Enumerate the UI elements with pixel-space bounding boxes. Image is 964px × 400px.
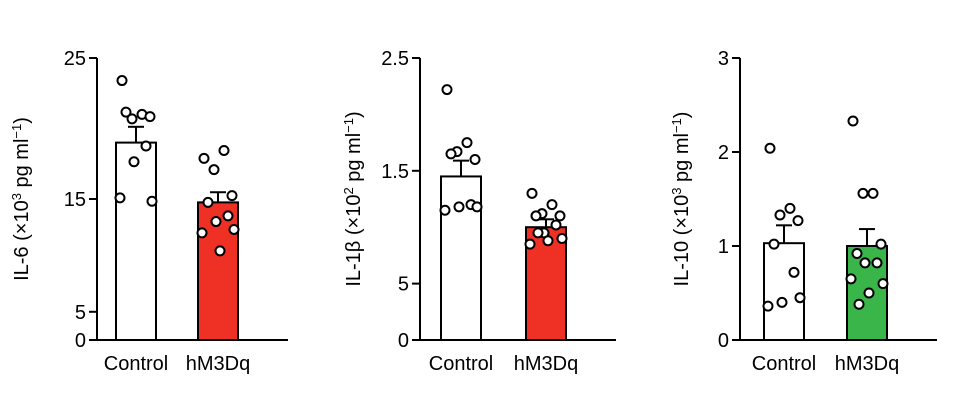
il1b-point-hm3dq xyxy=(554,210,566,222)
il1b-category-label: Control xyxy=(429,353,493,375)
il10-point-control xyxy=(788,266,800,278)
il6-point-control xyxy=(140,140,152,152)
il6-point-hm3dq xyxy=(222,210,234,222)
il1b-point-control xyxy=(471,201,483,213)
il10-category-label: hM3Dq xyxy=(835,353,899,375)
il6-point-control xyxy=(128,156,140,168)
il10-point-hm3dq xyxy=(859,257,871,269)
il6-y-tick-label: 25 xyxy=(64,48,86,70)
il10-point-hm3dq xyxy=(867,187,879,199)
il10-y-tick-label: 2 xyxy=(718,142,729,164)
il6-point-hm3dq xyxy=(226,190,238,202)
il10-point-hm3dq xyxy=(851,248,863,260)
il6-point-hm3dq xyxy=(198,152,210,164)
il10-y-tick-label: 0 xyxy=(718,330,729,352)
il10-point-control xyxy=(792,215,804,227)
il1b-point-hm3dq xyxy=(530,210,542,222)
il10-point-control xyxy=(776,296,788,308)
il6-point-hm3dq xyxy=(202,196,214,208)
il6-point-control xyxy=(146,195,158,207)
il10-bar-control xyxy=(763,242,805,341)
il6-point-hm3dq xyxy=(208,164,220,176)
il6-point-hm3dq xyxy=(218,144,230,156)
il10-point-control xyxy=(794,292,806,304)
il10-y-tick-label: 3 xyxy=(718,48,729,70)
il6-point-control xyxy=(120,106,132,118)
il10-point-hm3dq xyxy=(845,273,857,285)
il6-point-hm3dq xyxy=(196,227,208,239)
il1b-point-hm3dq xyxy=(524,238,536,250)
il1b-point-hm3dq xyxy=(556,232,568,244)
il10-panel: Control hM3Dq 0 1 2 3 IL-10 (×103 pg ml−1) xyxy=(669,48,937,375)
il6-bar-control xyxy=(115,141,157,341)
il10-y-axis-label: IL-10 (×103 pg ml−1) xyxy=(669,112,694,287)
il1b-point-hm3dq xyxy=(546,199,558,211)
il1b-category-label: hM3Dq xyxy=(514,353,578,375)
il6-point-hm3dq xyxy=(210,216,222,228)
il6-y-tick-label: 5 xyxy=(75,302,86,324)
il1b-point-control xyxy=(469,154,481,166)
il10-point-hm3dq xyxy=(857,187,869,199)
il10-y-tick-label: 1 xyxy=(718,236,729,258)
il1b-panel: Control hM3Dq 0 5 1.5 2.5 IL-1β (×102 pg ml−1) xyxy=(341,48,616,375)
il10-point-control xyxy=(784,202,796,214)
il6-point-control xyxy=(114,192,126,204)
il1b-y-tick-label: 2.5 xyxy=(381,48,409,70)
il1b-y-tick-label: 5 xyxy=(398,274,409,296)
il6-y-tick-label: 15 xyxy=(64,189,86,211)
il1b-y-tick-label: 1.5 xyxy=(381,161,409,183)
il10-point-hm3dq xyxy=(863,287,875,299)
il1b-point-hm3dq xyxy=(532,227,544,239)
il1b-point-hm3dq xyxy=(526,187,538,199)
il10-point-control xyxy=(764,142,776,154)
il6-point-control xyxy=(144,111,156,123)
il1b-point-control xyxy=(445,148,457,160)
il1b-point-control xyxy=(441,84,453,96)
il10-point-control xyxy=(762,300,774,312)
il6-category-label: Control xyxy=(104,353,168,375)
il10-point-hm3dq xyxy=(847,115,859,127)
il10-point-hm3dq xyxy=(853,298,865,310)
il6-point-hm3dq xyxy=(228,223,240,235)
il1b-point-control xyxy=(439,204,451,216)
il10-point-hm3dq xyxy=(875,238,887,250)
il1b-point-control xyxy=(461,137,473,149)
il6-point-control xyxy=(126,113,138,125)
il6-panel: Control hM3Dq 0 5 15 25 IL-6 (×103 pg ml−1) xyxy=(9,48,288,375)
il10-point-control xyxy=(774,209,786,221)
il1b-y-tick-label: 0 xyxy=(398,330,409,352)
il6-y-tick-label: 0 xyxy=(75,330,86,352)
il6-y-axis-label: IL-6 (×103 pg ml−1) xyxy=(9,117,34,281)
il1b-point-control xyxy=(453,201,465,213)
il10-point-hm3dq xyxy=(871,257,883,269)
il10-point-hm3dq xyxy=(877,278,889,290)
il6-category-label: hM3Dq xyxy=(186,353,250,375)
il1b-y-axis-label: IL-1β (×102 pg ml−1) xyxy=(341,111,366,286)
il10-point-control xyxy=(768,238,780,250)
il6-point-control xyxy=(116,75,128,87)
il6-point-hm3dq xyxy=(214,245,226,257)
il1b-point-hm3dq xyxy=(550,219,562,231)
il10-category-label: Control xyxy=(752,353,816,375)
il1b-point-hm3dq xyxy=(542,235,554,247)
